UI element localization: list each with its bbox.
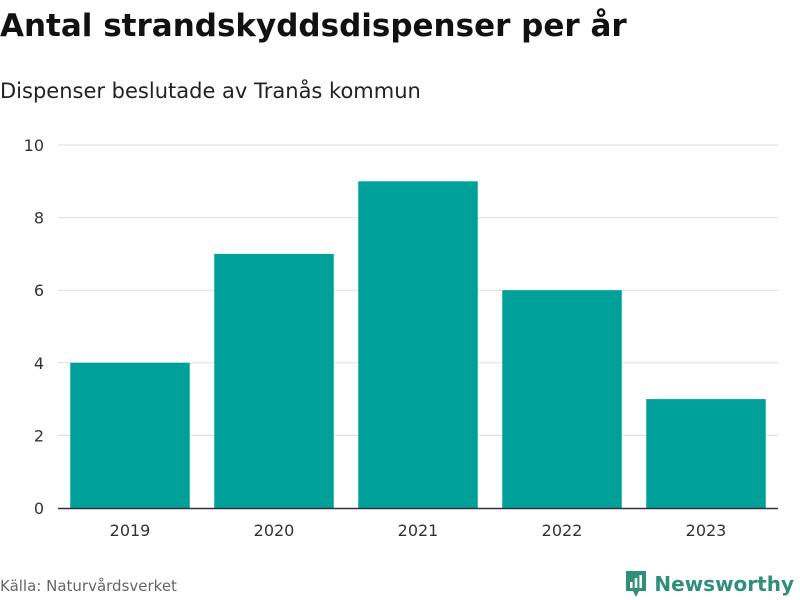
x-tick-label: 2019 (110, 521, 151, 540)
bar-chart: 0 2 4 6 8 10 2019 2020 2021 2022 2023 (24, 136, 778, 540)
x-tick-label: 2020 (254, 521, 295, 540)
y-tick-label: 6 (34, 281, 44, 300)
bar-2023 (646, 399, 766, 508)
x-tick-label: 2021 (398, 521, 439, 540)
brand-name: Newsworthy (654, 572, 794, 596)
x-tick-label: 2022 (542, 521, 583, 540)
x-axis-tick-labels: 2019 2020 2021 2022 2023 (110, 521, 727, 540)
bar-2019 (70, 362, 190, 508)
y-axis-tick-labels: 0 2 4 6 8 10 (24, 136, 44, 518)
y-tick-label: 10 (24, 136, 44, 155)
y-tick-label: 0 (34, 499, 44, 518)
bars (70, 181, 766, 509)
y-tick-label: 4 (34, 354, 44, 373)
chart-subtitle: Dispenser beslutade av Tranås kommun (0, 79, 421, 103)
y-tick-label: 8 (34, 209, 44, 228)
source-note: Källa: Naturvårdsverket (0, 577, 177, 595)
newsworthy-logo-icon (626, 571, 647, 597)
chart-title: Antal strandskyddsdispenser per år (0, 8, 627, 44)
brand-logo: Newsworthy (624, 569, 794, 599)
y-tick-label: 2 (34, 426, 44, 445)
bar-2021 (358, 181, 478, 509)
x-tick-label: 2023 (686, 521, 727, 540)
bar-2020 (214, 253, 334, 508)
bar-2022 (502, 290, 622, 508)
